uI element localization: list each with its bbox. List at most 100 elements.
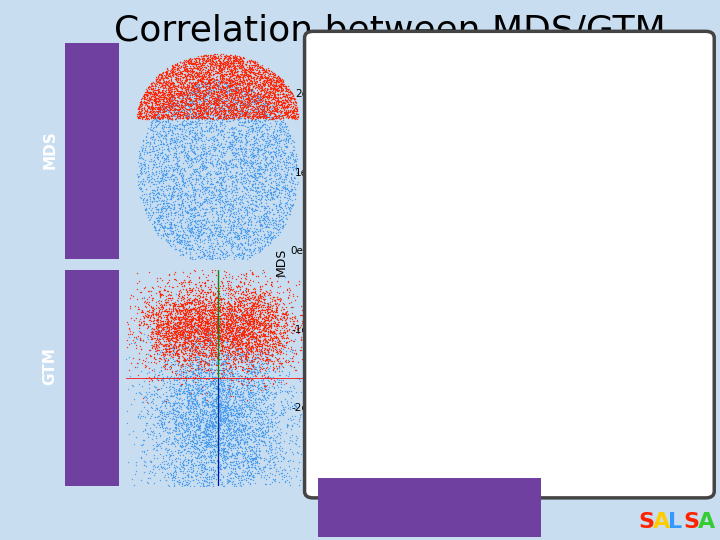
Point	[271, 104, 283, 112]
Point	[387, 343, 399, 352]
Point	[282, 95, 293, 104]
Point	[704, 66, 716, 75]
Point	[161, 320, 173, 328]
Point	[542, 224, 554, 232]
Point	[597, 153, 608, 161]
Point	[208, 497, 220, 505]
Point	[222, 344, 234, 353]
Point	[248, 133, 260, 141]
Point	[434, 368, 446, 377]
Point	[628, 169, 639, 178]
Point	[250, 163, 261, 172]
Point	[189, 298, 201, 306]
Point	[187, 464, 199, 472]
Point	[348, 368, 360, 377]
Point	[523, 245, 535, 254]
Point	[171, 89, 183, 97]
Point	[193, 316, 204, 325]
Point	[194, 364, 205, 373]
Point	[248, 224, 259, 232]
Point	[257, 107, 269, 116]
Point	[551, 224, 562, 232]
Point	[243, 171, 254, 180]
Point	[445, 319, 456, 328]
Point	[191, 102, 202, 111]
Point	[253, 422, 265, 431]
Point	[199, 351, 211, 360]
Text: GTM: GTM	[42, 347, 58, 385]
Point	[441, 309, 453, 318]
Point	[247, 183, 258, 191]
Point	[190, 321, 202, 329]
Point	[226, 335, 238, 343]
Point	[320, 370, 331, 379]
Point	[182, 222, 194, 231]
Point	[197, 340, 208, 348]
Point	[169, 441, 181, 450]
Point	[282, 82, 294, 91]
Point	[225, 85, 237, 93]
Point	[174, 306, 185, 315]
Point	[629, 117, 641, 126]
Point	[294, 480, 305, 489]
Point	[184, 120, 195, 129]
Point	[215, 223, 226, 232]
Point	[393, 406, 405, 414]
Point	[566, 210, 577, 219]
Point	[215, 397, 227, 406]
Point	[374, 346, 385, 355]
Point	[253, 328, 265, 336]
Point	[229, 348, 240, 356]
Point	[255, 417, 266, 426]
Point	[161, 83, 172, 92]
Point	[213, 402, 225, 411]
Point	[243, 330, 255, 339]
Point	[564, 183, 576, 191]
Point	[233, 409, 245, 417]
Point	[175, 367, 186, 375]
Point	[455, 321, 467, 329]
Point	[184, 224, 195, 233]
Point	[220, 325, 232, 334]
Point	[147, 98, 158, 107]
Point	[446, 383, 457, 391]
Point	[192, 77, 203, 86]
Point	[583, 177, 595, 185]
Point	[150, 327, 162, 335]
Point	[513, 217, 525, 225]
Point	[226, 62, 238, 70]
Point	[201, 442, 212, 451]
Point	[184, 315, 195, 323]
Point	[215, 90, 227, 98]
Point	[202, 57, 213, 65]
Point	[678, 135, 690, 144]
Point	[168, 78, 179, 86]
Point	[530, 240, 541, 249]
Point	[289, 335, 301, 343]
Point	[199, 477, 211, 485]
Point	[405, 417, 416, 426]
Point	[190, 74, 202, 83]
Point	[600, 97, 612, 106]
Point	[178, 96, 189, 104]
Point	[204, 170, 216, 179]
Point	[184, 104, 196, 113]
Point	[390, 353, 401, 361]
Point	[212, 155, 224, 164]
Point	[282, 113, 294, 122]
Point	[489, 275, 500, 284]
Point	[184, 117, 195, 125]
Point	[615, 95, 626, 104]
Point	[273, 181, 284, 190]
Point	[163, 347, 175, 356]
Point	[267, 365, 279, 374]
Point	[174, 333, 185, 342]
Point	[186, 117, 198, 125]
Point	[220, 429, 231, 437]
Point	[240, 329, 251, 338]
Point	[637, 67, 649, 76]
Point	[152, 114, 163, 123]
Point	[150, 86, 161, 94]
Point	[621, 77, 632, 85]
Point	[408, 363, 420, 372]
